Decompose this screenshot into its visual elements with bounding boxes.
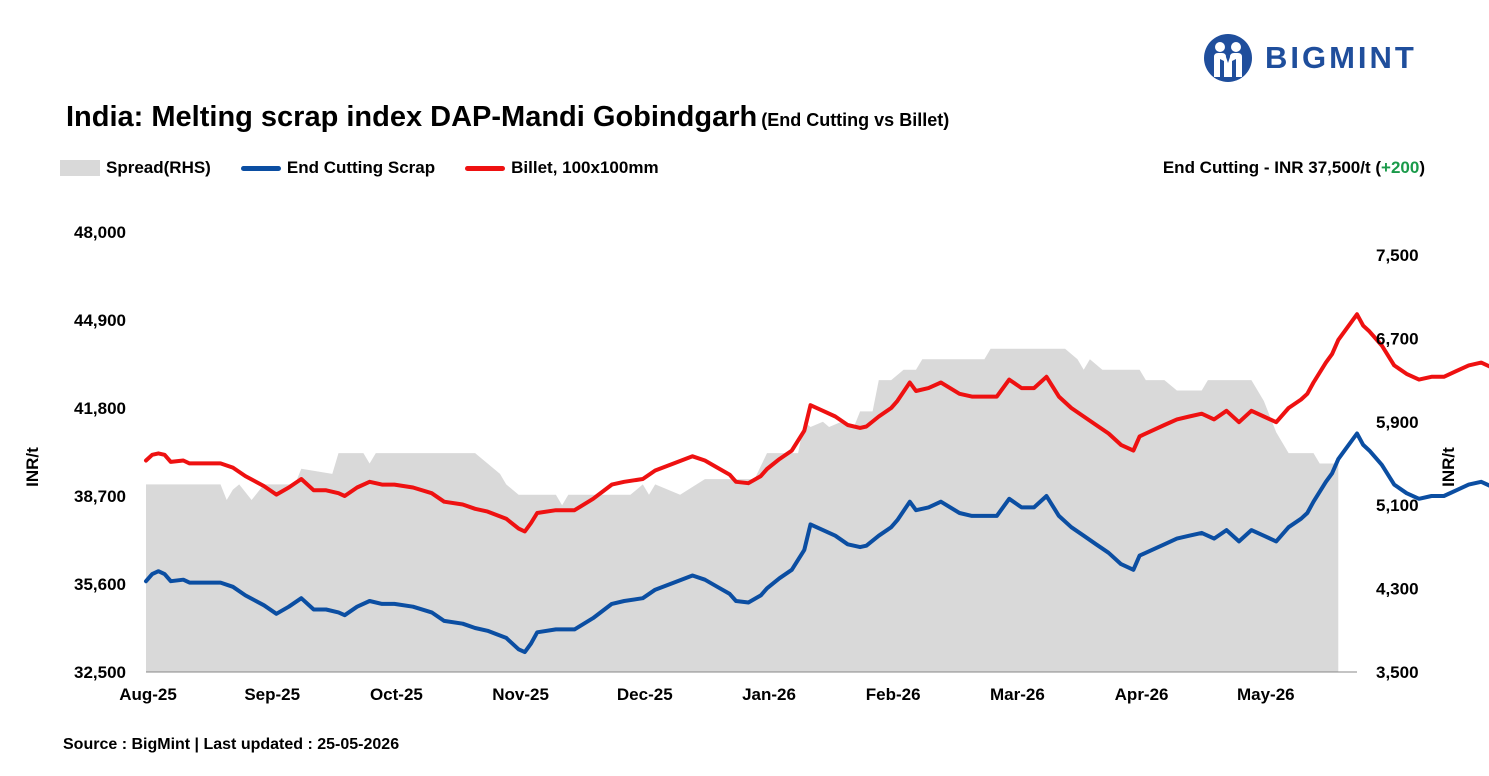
x-tick-label: Jan-26: [742, 685, 796, 704]
chart-subtitle: (End Cutting vs Billet): [761, 110, 950, 130]
y-left-tick-label: 32,500: [74, 663, 126, 682]
series-area-spread: [146, 348, 1339, 672]
x-tick-label: Sep-25: [244, 685, 300, 704]
chart-title-block: India: Melting scrap index DAP-Mandi Gob…: [66, 101, 949, 134]
y-right-tick-label: 5,900: [1376, 413, 1419, 432]
series-line-end-cutting: [144, 431, 1489, 655]
spread-area-layer: [146, 348, 1339, 672]
latest-price-note: End Cutting - INR 37,500/t (+200): [1163, 158, 1425, 178]
y-right-axis-title: INR/t: [1439, 447, 1458, 487]
x-tick-label: Nov-25: [492, 685, 549, 704]
y-left-axis-title: INR/t: [23, 447, 42, 487]
x-tick-label: Mar-26: [990, 685, 1045, 704]
x-tick-label: Dec-25: [617, 685, 673, 704]
legend-item-end-cutting: End Cutting Scrap: [240, 158, 436, 178]
x-tick-label: Aug-25: [119, 685, 177, 704]
legend-label-end-cutting: End Cutting Scrap: [286, 158, 436, 177]
bigmint-logo: BIGMINT: [1203, 33, 1417, 83]
logo-mark-icon: [1204, 34, 1252, 82]
latest-price-close: ): [1419, 158, 1425, 177]
y-right-tick-label: 5,100: [1376, 496, 1419, 515]
y-left-tick-label: 35,600: [74, 575, 126, 594]
chart-legend: Spread(RHS) End Cutting Scrap Billet, 10…: [60, 158, 689, 178]
legend-label-billet: Billet, 100x100mm: [511, 158, 659, 177]
legend-item-spread: Spread(RHS): [60, 158, 211, 178]
legend-item-billet: Billet, 100x100mm: [465, 158, 659, 178]
x-tick-label: Oct-25: [370, 685, 423, 704]
legend-swatch-spread: [60, 160, 100, 176]
series-line-billet: [144, 312, 1489, 534]
y-left-tick-label: 41,800: [74, 399, 126, 418]
y-left-tick-label: 44,900: [74, 311, 126, 330]
chart-title: India: Melting scrap index DAP-Mandi Gob…: [66, 101, 758, 133]
y-left-tick-label: 48,000: [74, 223, 126, 242]
source-note: Source : BigMint | Last updated : 25-05-…: [63, 736, 400, 753]
series-lines-layer: [144, 312, 1489, 655]
x-tick-label: Apr-26: [1115, 685, 1169, 704]
x-tick-label: Feb-26: [866, 685, 921, 704]
y-right-tick-label: 4,300: [1376, 580, 1419, 599]
latest-price-label: End Cutting - INR 37,500/t (: [1162, 158, 1382, 177]
legend-swatch-billet: [465, 165, 506, 171]
y-right-tick-label: 3,500: [1376, 663, 1419, 682]
y-right-tick-label: 7,500: [1376, 246, 1419, 265]
axes-layer: Aug-25 Sep-25 Oct-25 Nov-25 Dec-25 Jan-26 Feb-…: [23, 223, 1458, 704]
x-tick-label: May-26: [1237, 685, 1295, 704]
legend-swatch-end-cutting: [240, 165, 281, 171]
latest-price-change: +200: [1381, 158, 1420, 177]
y-right-tick-label: 6,700: [1376, 329, 1419, 348]
y-left-tick-label: 38,700: [74, 487, 126, 506]
legend-label-spread: Spread(RHS): [106, 158, 211, 177]
brand-name: BIGMINT: [1265, 40, 1417, 75]
